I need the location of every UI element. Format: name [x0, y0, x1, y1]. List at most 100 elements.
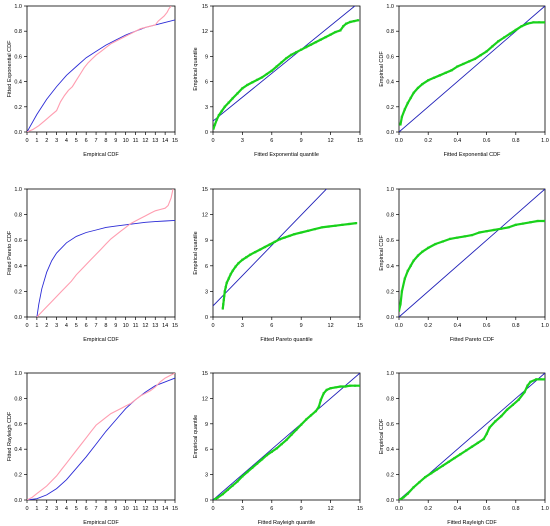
- plot-area: [399, 373, 545, 500]
- data-point: [213, 498, 217, 500]
- data-point: [246, 83, 249, 87]
- x-tick-label: 0.8: [512, 138, 520, 144]
- x-axis-label: Fitted Exponential CDF: [444, 152, 501, 158]
- x-tick-label: 1.0: [541, 506, 549, 512]
- data-point: [227, 101, 230, 104]
- x-tick-label: 6: [85, 138, 88, 144]
- data-point: [356, 19, 360, 22]
- y-tick-label: 0.8: [386, 213, 394, 219]
- data-point: [231, 97, 234, 100]
- data-point: [353, 20, 356, 23]
- plot-frame: [212, 188, 361, 318]
- y-tick-label: 0.2: [386, 289, 394, 295]
- data-point: [260, 76, 264, 79]
- data-point: [479, 54, 482, 57]
- data-point: [449, 237, 452, 241]
- data-point: [273, 240, 276, 244]
- data-point: [325, 388, 328, 392]
- x-tick-label: 15: [357, 323, 363, 329]
- plot-frame: [26, 188, 176, 318]
- data-point: [319, 38, 322, 41]
- x-tick-label: 9: [114, 506, 117, 512]
- data-point: [339, 385, 342, 388]
- y-tick-label: 6: [205, 447, 208, 453]
- data-point: [536, 219, 539, 223]
- data-point: [251, 466, 254, 469]
- data-point: [492, 228, 495, 232]
- data-point: [229, 273, 232, 276]
- y-axis-label: Fitted Pareto CDF: [7, 230, 13, 275]
- empirical-line: [27, 373, 175, 500]
- x-tick-label: 11: [133, 138, 139, 144]
- data-point: [285, 438, 288, 441]
- x-tick-label: 4: [65, 138, 68, 144]
- data-point: [231, 484, 234, 487]
- y-tick-label: 0.4: [14, 264, 22, 270]
- x-tick-label: 2: [45, 506, 48, 512]
- plot-frame: [26, 372, 176, 501]
- data-point: [241, 258, 244, 261]
- chart-p31: 0 1 2 3 4 5 6 7 8 9 10 11 12 13 14 150.00.20.40.60.81.0…: [7, 371, 178, 526]
- x-tick-label: 0.6: [483, 138, 491, 144]
- x-tick-label: 8: [104, 506, 107, 512]
- data-point: [485, 230, 488, 233]
- data-point: [399, 303, 402, 306]
- y-tick-label: 1.0: [14, 187, 22, 193]
- x-tick-label: 4: [65, 323, 68, 329]
- data-point: [406, 492, 409, 495]
- x-tick-label: 9: [114, 323, 117, 329]
- data-point: [334, 30, 337, 34]
- data-point: [399, 498, 401, 500]
- data-point: [543, 219, 545, 223]
- x-tick-label: 1.0: [541, 138, 549, 144]
- x-tick-label: 0: [211, 323, 214, 329]
- x-tick-label: 13: [152, 506, 158, 512]
- y-tick-label: 0.2: [14, 473, 22, 479]
- y-tick-label: 0.8: [386, 396, 394, 402]
- x-tick-label: 5: [75, 138, 78, 144]
- data-point: [280, 61, 283, 64]
- y-axis-label: Fitted Exponential CDF: [7, 40, 13, 97]
- data-point: [456, 65, 459, 68]
- data-point: [473, 57, 477, 61]
- chart-p21: 0 1 2 3 4 5 6 7 8 9 10 11 12 13 14 150.00.20.40.60.81.0…: [7, 187, 178, 343]
- x-tick-label: 0.8: [512, 323, 520, 329]
- y-tick-label: 3: [205, 289, 208, 295]
- y-tick-label: 0.6: [386, 422, 394, 428]
- x-tick-label: 3: [55, 323, 58, 329]
- x-tick-label: 0: [25, 138, 28, 144]
- data-point: [399, 123, 402, 126]
- data-point: [421, 83, 424, 86]
- data-point: [220, 109, 223, 113]
- data-point: [241, 475, 244, 478]
- data-point: [470, 445, 474, 448]
- x-axis-label: Fitted Rayleigh CDF: [447, 520, 497, 526]
- data-point: [478, 231, 481, 234]
- data-point: [329, 387, 332, 390]
- data-point: [399, 309, 401, 312]
- y-axis-label: Empirical CDF: [379, 51, 385, 87]
- data-point: [488, 426, 491, 429]
- x-tick-label: 13: [152, 323, 158, 329]
- y-tick-label: 12: [202, 213, 208, 219]
- x-axis-label: Fitted Rayleigh quantile: [258, 520, 315, 526]
- data-point: [258, 248, 262, 251]
- x-tick-label: 4: [65, 506, 68, 512]
- x-tick-label: 14: [162, 506, 168, 512]
- data-point: [456, 236, 459, 239]
- x-tick-label: 1.0: [541, 323, 549, 329]
- x-tick-label: 15: [357, 506, 363, 512]
- data-point: [349, 20, 352, 24]
- chart-p23: 0.0 0.2 0.4 0.6 0.8 1.0 0.0 0.2 0.4 0.6 0.8 1.0 Fitt…: [379, 187, 549, 343]
- data-point: [234, 265, 237, 268]
- data-point: [226, 488, 229, 491]
- plot-area: [399, 6, 545, 132]
- x-tick-label: 1: [35, 506, 38, 512]
- data-point: [514, 223, 517, 226]
- y-axis-label: Empirical CDF: [379, 235, 385, 271]
- data-point: [263, 245, 267, 249]
- data-point: [503, 36, 506, 39]
- fitted-line: [27, 377, 175, 500]
- data-point: [522, 222, 525, 225]
- x-tick-label: 0.4: [454, 138, 462, 144]
